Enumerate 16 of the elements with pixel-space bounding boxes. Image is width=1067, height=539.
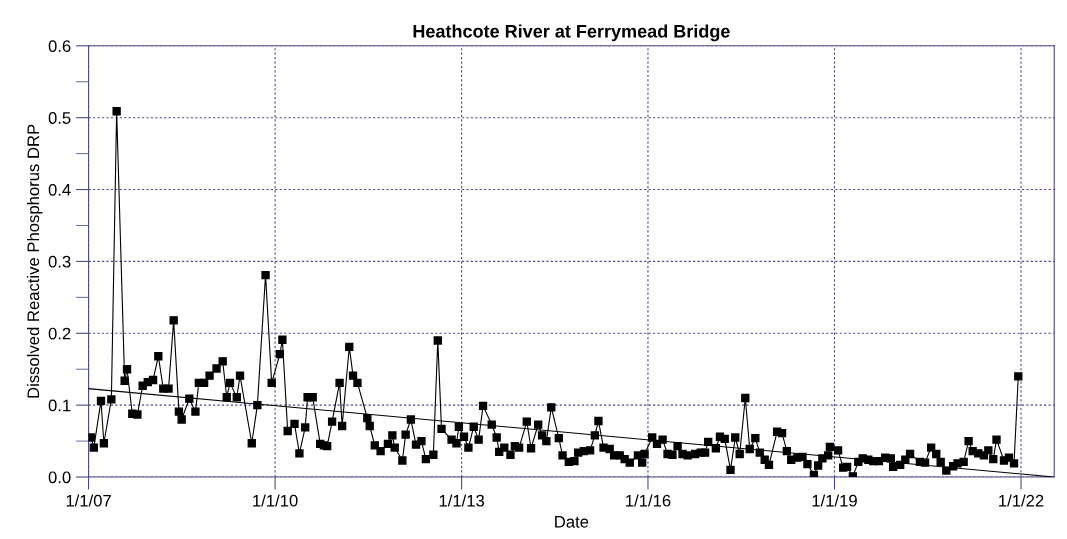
x-tick-label: 1/1/22 — [999, 494, 1044, 507]
y-tick-label: 0.4 — [48, 183, 71, 196]
y-tick-label: 0.2 — [48, 327, 71, 340]
y-tick-label: 0.3 — [48, 255, 71, 268]
y-tick-label: 0.1 — [48, 399, 71, 412]
x-axis-title: Date — [555, 516, 589, 528]
chart-title: Heathcote River at Ferrymead Bridge — [413, 24, 730, 42]
y-tick-label: 0.0 — [48, 471, 71, 484]
x-tick-label: 1/1/19 — [812, 494, 857, 507]
x-tick-label: 1/1/13 — [439, 494, 485, 507]
y-tick-label: 0.5 — [48, 112, 71, 124]
y-axis-title: Dissolved Reactive Phosphorus DRP — [26, 124, 43, 398]
y-tick-label: 0.6 — [48, 40, 71, 53]
x-tick-label: 1/1/07 — [66, 494, 111, 507]
x-tick-label: 1/1/16 — [626, 494, 671, 507]
x-tick-label: 1/1/10 — [253, 494, 298, 507]
